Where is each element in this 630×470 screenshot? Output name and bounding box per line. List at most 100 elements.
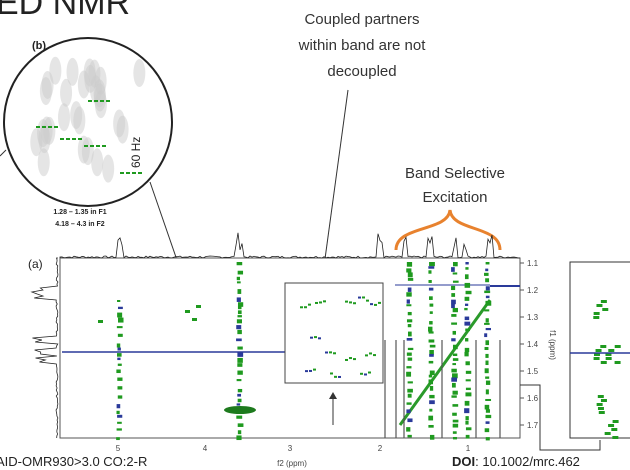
peak bbox=[485, 269, 488, 272]
peak bbox=[237, 403, 241, 405]
peak bbox=[465, 421, 468, 425]
peak bbox=[594, 357, 600, 360]
peak bbox=[407, 353, 412, 356]
x-tick-label: 1 bbox=[466, 444, 471, 453]
peak bbox=[428, 327, 432, 332]
peak bbox=[237, 330, 242, 334]
peak bbox=[238, 306, 242, 309]
peak bbox=[485, 347, 489, 350]
peak bbox=[453, 281, 459, 283]
contour bbox=[38, 125, 50, 153]
y-tick-label: 1.4 bbox=[527, 340, 539, 349]
peak bbox=[408, 272, 413, 277]
peak bbox=[406, 292, 411, 296]
peak bbox=[451, 286, 455, 290]
peak bbox=[464, 308, 467, 310]
peak bbox=[116, 437, 120, 440]
peak bbox=[465, 274, 469, 279]
peak bbox=[238, 310, 242, 314]
peak bbox=[334, 376, 337, 378]
peak bbox=[451, 293, 455, 297]
peak bbox=[451, 304, 455, 308]
peak bbox=[117, 422, 122, 424]
peak bbox=[453, 358, 458, 361]
peak bbox=[451, 322, 457, 324]
peak bbox=[117, 300, 120, 302]
peak bbox=[486, 286, 490, 290]
peak bbox=[349, 357, 352, 359]
peak bbox=[238, 399, 242, 402]
peak bbox=[484, 333, 487, 337]
peak bbox=[138, 172, 142, 174]
peak bbox=[606, 357, 612, 360]
peak bbox=[451, 314, 456, 317]
peak bbox=[313, 369, 316, 371]
panel-label: (a) bbox=[28, 257, 43, 271]
callout-text: decoupled bbox=[327, 63, 396, 80]
peak bbox=[428, 266, 434, 269]
peak bbox=[366, 300, 369, 302]
peak bbox=[406, 427, 410, 431]
peak bbox=[428, 425, 433, 428]
peak bbox=[465, 283, 470, 288]
peak bbox=[599, 411, 605, 414]
callout-text: Excitation bbox=[422, 189, 487, 206]
peak bbox=[117, 415, 122, 418]
inset-label: (b) bbox=[32, 40, 46, 52]
brace bbox=[396, 210, 500, 250]
peak bbox=[117, 428, 122, 430]
peak bbox=[608, 349, 614, 352]
peak bbox=[185, 310, 190, 313]
peak bbox=[90, 145, 94, 147]
peak bbox=[330, 372, 333, 374]
peak bbox=[338, 376, 341, 378]
peak bbox=[451, 300, 456, 305]
peak bbox=[406, 366, 411, 368]
peak bbox=[406, 268, 411, 272]
peak bbox=[378, 302, 381, 304]
peak bbox=[120, 172, 124, 174]
peak bbox=[451, 377, 457, 381]
peak bbox=[465, 267, 468, 270]
peak bbox=[453, 437, 457, 439]
y-tick-label: 1.5 bbox=[527, 367, 539, 376]
peak bbox=[353, 302, 356, 304]
peak bbox=[408, 358, 413, 361]
peak bbox=[365, 354, 368, 356]
peak bbox=[484, 273, 489, 276]
peak bbox=[597, 403, 603, 406]
peak bbox=[485, 301, 491, 306]
contour bbox=[133, 59, 145, 87]
peak bbox=[345, 359, 348, 361]
peak bbox=[485, 361, 488, 366]
peak bbox=[407, 418, 412, 422]
peak bbox=[486, 381, 490, 385]
peak bbox=[484, 291, 490, 293]
peak bbox=[451, 395, 456, 397]
y-axis-label: f1 (ppm) bbox=[548, 330, 557, 360]
contour bbox=[78, 70, 90, 98]
peak bbox=[466, 388, 471, 390]
peak bbox=[408, 381, 413, 383]
peak bbox=[596, 349, 602, 352]
doi-label: DOI bbox=[452, 454, 475, 469]
peak bbox=[132, 172, 136, 174]
peak bbox=[465, 401, 470, 406]
peak bbox=[429, 375, 432, 378]
x-tick-label: 4 bbox=[203, 444, 208, 453]
peak bbox=[48, 126, 52, 128]
peak bbox=[237, 262, 243, 265]
peak bbox=[407, 389, 413, 393]
peak bbox=[486, 262, 490, 264]
x-axis: 54321 bbox=[116, 444, 471, 453]
inset-box bbox=[285, 283, 383, 383]
trace-left bbox=[32, 258, 58, 438]
peak bbox=[613, 420, 619, 423]
peak bbox=[349, 301, 352, 303]
slide-title: ED NMR bbox=[0, 0, 130, 22]
peak bbox=[485, 415, 491, 418]
peak bbox=[117, 378, 122, 381]
peak bbox=[407, 435, 411, 438]
peak bbox=[452, 363, 456, 365]
peak bbox=[429, 339, 435, 342]
